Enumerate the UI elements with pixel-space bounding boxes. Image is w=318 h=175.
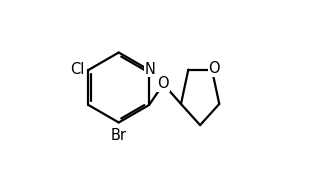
- Text: O: O: [208, 61, 220, 76]
- Text: Cl: Cl: [70, 62, 84, 77]
- Text: N: N: [144, 62, 156, 77]
- Text: Br: Br: [111, 128, 127, 143]
- Text: O: O: [157, 76, 169, 92]
